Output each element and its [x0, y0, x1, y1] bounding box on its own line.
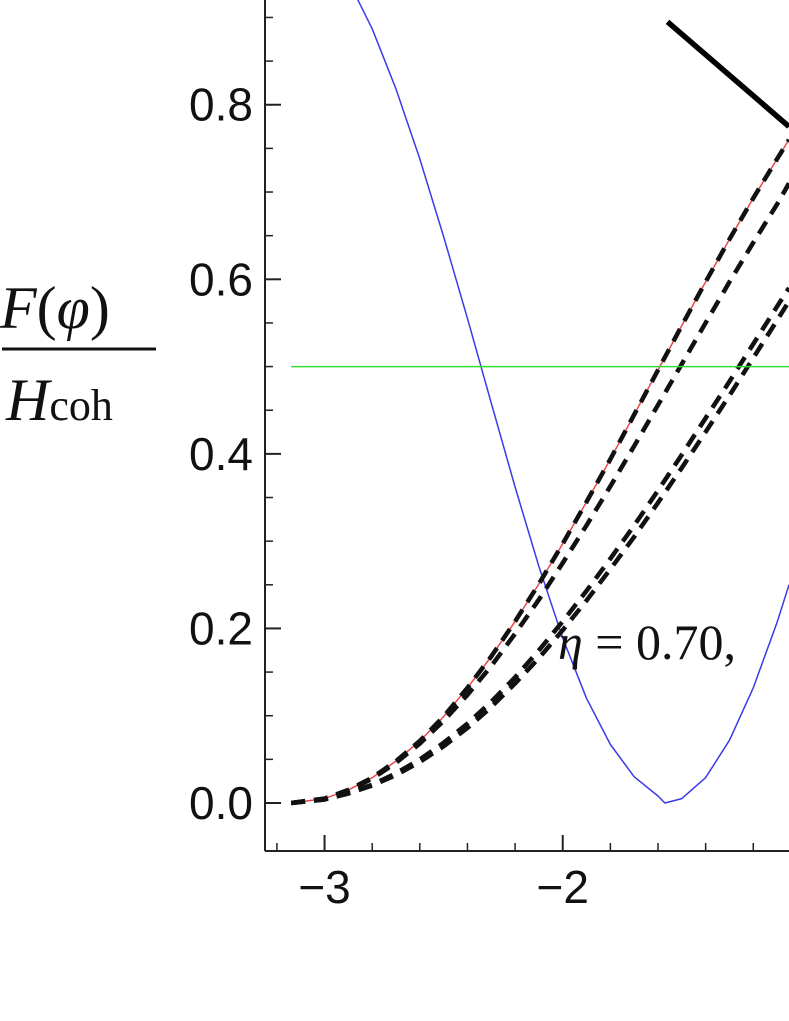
y-axis-label: F(φ) Hcoh	[0, 275, 156, 433]
x-tick-label: −2	[537, 861, 589, 913]
curve-annotation: η = 0.70,	[558, 614, 736, 670]
y-label-denominator: Hcoh	[5, 367, 113, 433]
y-label-numerator: F(φ)	[0, 275, 110, 341]
series-thick-7	[665, 19, 789, 129]
y-tick-label: 0.0	[189, 777, 253, 829]
y-tick-label: 0.4	[189, 428, 253, 480]
axes-layer	[264, 0, 789, 852]
y-label-close: )	[90, 275, 110, 341]
series-dashed-5	[290, 299, 789, 806]
ticks-layer: 0.0 0.2 0.4 0.6 0.8 −3 −2	[189, 16, 755, 913]
series-red-1	[291, 139, 789, 804]
y-label-open: (	[37, 275, 57, 341]
y-label-func: F	[0, 275, 38, 341]
series-blue-0	[357, 0, 789, 804]
annotation-var: η	[558, 614, 583, 670]
y-label-denominator-sub: coh	[49, 381, 113, 430]
series-dashed-2	[290, 138, 789, 806]
y-tick-label: 0.8	[189, 79, 253, 131]
series-layer	[290, 0, 789, 806]
y-label-var: φ	[57, 275, 90, 341]
series-dashed-4	[290, 286, 789, 806]
y-tick-label: 0.2	[189, 602, 253, 654]
series-dashed-3	[290, 182, 789, 806]
y-tick-label: 0.6	[189, 253, 253, 305]
annotation-rest: = 0.70,	[583, 614, 736, 670]
y-label-denominator-main: H	[5, 367, 53, 433]
x-tick-label: −3	[298, 861, 350, 913]
